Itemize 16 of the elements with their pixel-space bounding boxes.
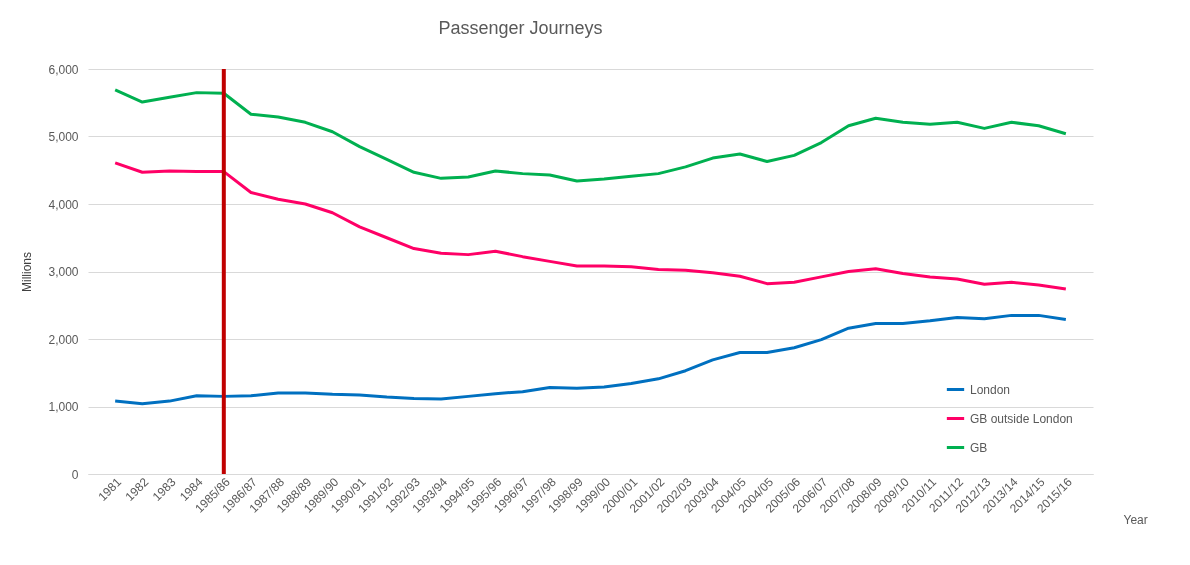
y-tick-label: 6,000	[48, 62, 79, 77]
y-axis-title: Millions	[20, 251, 35, 293]
line-series	[113, 313, 1068, 406]
y-tick-label: 3,000	[48, 265, 79, 279]
y-tick-label: 2,000	[48, 332, 79, 347]
y-tick-label: 1,000	[48, 400, 79, 414]
y-tick-label: 0	[71, 467, 79, 482]
line-series	[113, 88, 1068, 183]
y-tick-label: 5,000	[48, 130, 79, 144]
legend-label: London	[970, 382, 1011, 397]
line-series	[113, 161, 1068, 291]
chart-title: Passenger Journeys	[438, 18, 603, 38]
legend-label: GB outside London	[970, 411, 1073, 426]
y-tick-label: 4,000	[48, 197, 79, 212]
legend-label: GB	[970, 440, 988, 455]
x-axis-title: Year	[1123, 512, 1148, 527]
